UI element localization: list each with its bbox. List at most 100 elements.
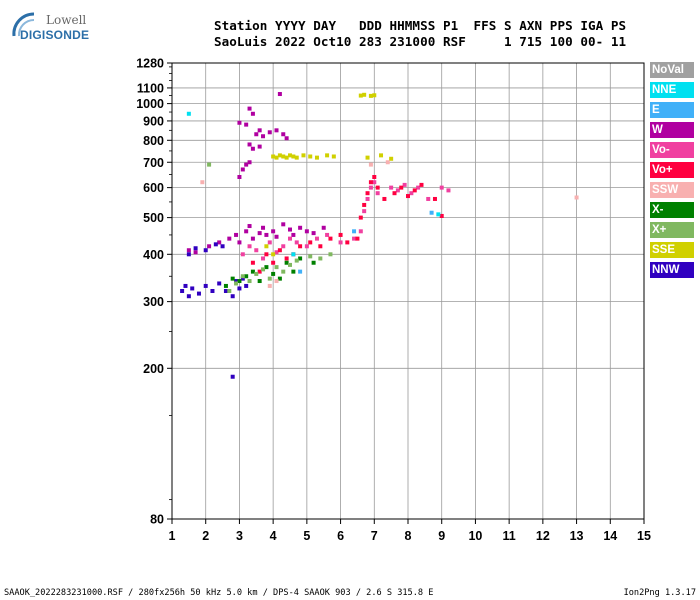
point-nnw [210,289,215,293]
point-nnw [244,283,249,288]
y-tick-label: 800 [143,134,164,148]
point-vo- [274,250,279,255]
point-vo- [304,244,309,249]
point-nne [291,252,296,257]
x-tick-label: 4 [270,529,277,543]
point-nnw [230,294,235,299]
x-tick-label: 1 [169,529,176,543]
point-x- [261,267,266,272]
x-tick-label: 11 [503,529,516,543]
point-w [250,111,255,116]
point-x- [281,269,286,274]
point-vo- [308,240,313,245]
point-x- [223,283,228,288]
point-vo- [362,202,367,207]
x-tick-label: 2 [202,529,209,543]
point-vo- [277,248,282,253]
point-w [257,128,262,133]
point-w [257,144,262,149]
legend-item-e: E [650,102,694,118]
point-x- [237,279,242,284]
point-vo- [358,215,363,220]
point-sse [284,155,289,160]
point-vo- [325,232,330,237]
point-x- [311,260,316,265]
point-w [193,250,198,255]
point-sse [308,154,313,159]
point-nnw [203,283,208,288]
y-tick-label: 500 [143,211,164,225]
point-vo- [288,236,292,241]
point-sse [379,153,384,158]
legend-item-x-: X- [650,202,694,218]
point-w [247,106,252,111]
point-vo- [412,188,417,193]
data-points [180,92,579,379]
point-nnw [213,242,218,247]
footer-file-info: SAAOK_2022283231000.RSF / 280fx256h 50 k… [4,588,434,598]
point-sse [271,252,276,257]
point-w [250,236,255,241]
legend-item-noval: NoVal [650,62,694,78]
point-nnw [240,276,245,281]
point-w [247,142,252,147]
point-x- [294,258,299,263]
point-sse [358,93,363,98]
point-vo- [409,191,414,196]
y-tick-label: 400 [143,248,164,262]
x-tick-label: 9 [438,529,445,543]
point-w [244,122,249,127]
legend-item-vo-: Vo+ [650,162,694,178]
point-nnw [183,283,188,288]
point-nnw [186,252,191,257]
point-vo- [399,185,404,190]
point-nnw [203,248,208,253]
point-x- [284,260,289,265]
point-ssw [385,160,390,165]
point-w [250,146,255,151]
x-tick-label: 12 [536,529,550,543]
legend-item-nne: NNE [650,82,694,98]
logo-arc-icon [12,12,35,37]
point-vo- [362,209,367,214]
point-nnw [220,244,225,249]
legend-item-nnw: NNW [650,262,694,278]
point-ssw [200,180,205,185]
point-nnw [223,289,228,293]
point-vo- [314,236,319,241]
point-e [298,269,303,274]
point-sse [264,244,269,249]
y-tick-label: 300 [143,295,164,309]
point-w [321,225,326,230]
point-ssw [368,162,373,167]
point-w [244,229,249,234]
point-sse [325,153,330,158]
y-tick-label: 1100 [137,81,164,95]
point-vo- [372,175,377,179]
point-x- [298,256,303,261]
y-tick-label: 1280 [136,57,164,71]
point-w [227,236,232,241]
point-w [254,132,259,137]
point-x- [227,289,232,293]
point-w [288,227,292,232]
point-x- [264,265,269,270]
point-sse [277,153,282,158]
point-w [277,92,282,97]
point-vo- [240,252,245,257]
digisonde-logo: Lowell DIGISONDE [6,6,96,42]
point-vo- [395,188,400,193]
legend-item-sse: SSE [650,242,694,258]
point-x- [328,252,333,257]
point-sse [294,155,299,160]
point-x- [308,254,313,259]
x-tick-label: 15 [637,529,651,543]
point-vo- [247,244,252,249]
point-vo- [257,269,262,274]
point-w [186,248,191,253]
point-ssw [574,195,579,200]
point-vo- [318,244,323,249]
legend-item-w: W [650,122,694,138]
x-tick-label: 13 [570,529,584,543]
